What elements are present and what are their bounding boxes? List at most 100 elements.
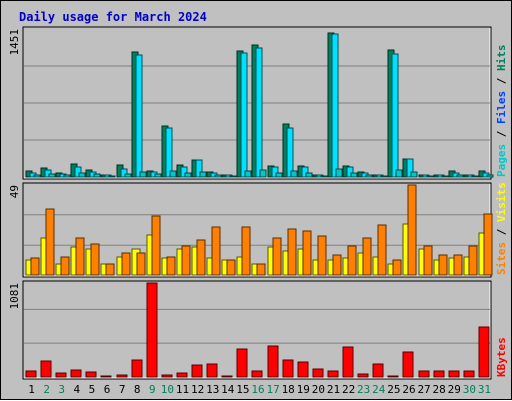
- bar-kbytes-5: [85, 371, 97, 378]
- bar-sites-19: [302, 230, 312, 276]
- bar-files-26: [406, 158, 414, 178]
- bar-sites-24: [377, 224, 387, 276]
- bar-files-17: [271, 166, 279, 178]
- bar-pages-8: [139, 171, 147, 178]
- bar-sites-16: [256, 263, 266, 276]
- bar-kbytes-2: [40, 360, 52, 378]
- bar-files-19: [301, 166, 309, 178]
- x-label-day-18: 18: [282, 383, 295, 396]
- x-label-day-31: 31: [478, 383, 491, 396]
- bar-pages-10: [169, 170, 177, 178]
- chart-title: Daily usage for March 2024: [19, 10, 207, 24]
- bar-sites-15: [241, 226, 251, 276]
- bar-kbytes-3: [55, 372, 67, 378]
- panel-legend: Sites / Visits: [495, 182, 508, 275]
- bar-kbytes-7: [116, 374, 128, 378]
- bar-kbytes-22: [342, 346, 354, 378]
- legend-item: Pages: [495, 144, 508, 177]
- bar-sites-14: [226, 259, 236, 276]
- x-label-day-24: 24: [372, 383, 386, 396]
- bar-kbytes-14: [221, 375, 233, 378]
- bar-kbytes-13: [206, 363, 218, 378]
- x-label-day-14: 14: [221, 383, 235, 396]
- x-label-day-20: 20: [312, 383, 325, 396]
- bar-kbytes-21: [327, 370, 339, 378]
- legend-item: KBytes: [495, 337, 508, 377]
- x-label-day-23: 23: [357, 383, 370, 396]
- bar-pages-6: [108, 175, 116, 178]
- bar-kbytes-1: [25, 370, 37, 378]
- x-label-day-16: 16: [251, 383, 264, 396]
- legend-item: Sites: [495, 242, 508, 275]
- bar-pages-22: [350, 172, 358, 178]
- x-label-day-27: 27: [417, 383, 430, 396]
- x-label-day-25: 25: [387, 383, 400, 396]
- legend-item: Files: [495, 91, 508, 124]
- bar-pages-12: [199, 171, 207, 178]
- bar-pages-28: [441, 175, 449, 178]
- bar-files-15: [240, 52, 248, 178]
- bar-pages-17: [275, 172, 283, 178]
- x-label-day-9: 9: [149, 383, 156, 396]
- bar-sites-18: [287, 228, 297, 276]
- bar-sites-10: [166, 256, 176, 276]
- bar-pages-2: [48, 173, 56, 178]
- bar-files-10: [165, 127, 173, 178]
- bar-sites-29: [453, 254, 463, 276]
- bar-sites-30: [468, 245, 478, 276]
- bar-pages-5: [93, 173, 101, 178]
- bar-sites-13: [211, 226, 221, 276]
- panel-visits-sites: 49 Sites / Visits: [8, 182, 508, 278]
- panel-legend: Pages / Files / Hits: [495, 45, 508, 178]
- bar-kbytes-8: [131, 359, 143, 378]
- x-label-day-12: 12: [191, 383, 204, 396]
- x-label-day-17: 17: [266, 383, 279, 396]
- bar-sites-21: [332, 254, 342, 276]
- bar-pages-13: [214, 174, 222, 178]
- bar-pages-26: [410, 171, 418, 178]
- bar-kbytes-12: [191, 364, 203, 378]
- bar-sites-2: [45, 208, 55, 276]
- bar-sites-1: [30, 257, 40, 276]
- bar-kbytes-19: [297, 361, 309, 378]
- bar-files-16: [255, 47, 263, 178]
- y-max-label: 1081: [8, 283, 21, 310]
- x-label-day-10: 10: [161, 383, 174, 396]
- bar-sites-27: [423, 245, 433, 276]
- bar-pages-31: [486, 174, 494, 178]
- panel-kbytes: 1081 KBytes: [8, 280, 508, 380]
- bar-sites-23: [362, 237, 372, 276]
- bar-files-21: [331, 33, 339, 178]
- x-label-day-6: 6: [104, 383, 111, 396]
- bar-sites-9: [151, 215, 161, 276]
- bar-pages-27: [426, 175, 434, 178]
- chart-panels: 1451 Pages / Files / Hits 49 Sites / Visits…: [8, 26, 508, 380]
- bar-sites-7: [121, 252, 131, 276]
- bar-files-22: [346, 166, 354, 178]
- x-label-day-22: 22: [342, 383, 355, 396]
- legend-separator: /: [495, 124, 508, 144]
- bar-pages-11: [184, 172, 192, 178]
- bar-pages-29: [456, 174, 464, 178]
- bar-kbytes-4: [70, 369, 82, 378]
- bar-kbytes-25: [387, 375, 399, 378]
- bar-sites-31: [483, 213, 493, 276]
- bar-files-11: [180, 166, 188, 178]
- bar-pages-21: [335, 168, 343, 178]
- bar-kbytes-23: [357, 373, 369, 378]
- legend-item: Visits: [495, 182, 508, 222]
- bar-pages-7: [124, 173, 132, 178]
- bar-pages-1: [33, 174, 41, 178]
- bar-pages-15: [244, 170, 252, 178]
- x-label-day-30: 30: [463, 383, 476, 396]
- x-axis-labels: 1 2 3 4 5 6 7 8 9 10 11 12 13 14 15 16 17 18 19 20 21 22 23 24 2…: [28, 383, 491, 396]
- bar-kbytes-28: [433, 370, 445, 378]
- bar-files-4: [74, 166, 82, 178]
- bar-pages-4: [78, 172, 86, 178]
- bar-kbytes-6: [100, 375, 112, 378]
- bar-pages-20: [320, 175, 328, 178]
- bar-sites-17: [272, 237, 282, 276]
- bar-kbytes-17: [267, 345, 279, 378]
- bar-kbytes-18: [282, 359, 294, 378]
